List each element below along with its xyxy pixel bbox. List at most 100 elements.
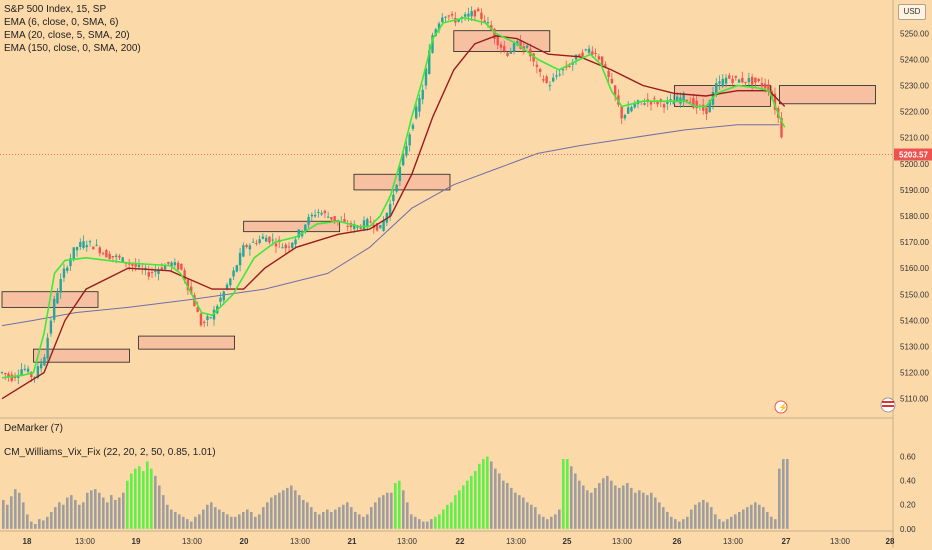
vix-bar <box>182 516 185 529</box>
vix-bar <box>2 499 5 529</box>
candle-body <box>626 107 630 114</box>
candle-body <box>245 245 248 248</box>
vix-bar <box>422 521 425 529</box>
candle-body <box>682 92 685 101</box>
candle-body <box>656 101 659 105</box>
candle-body <box>633 104 636 108</box>
vix-bar <box>178 514 181 529</box>
vix-bar <box>238 514 241 529</box>
vix-bar <box>434 516 437 529</box>
vix-bar <box>234 516 237 529</box>
vix-bar <box>606 475 609 529</box>
vix-bar <box>98 492 101 529</box>
vix-bar <box>510 487 513 529</box>
candle-body <box>52 298 56 320</box>
vix-bar <box>190 521 193 529</box>
vix-bar <box>74 499 77 529</box>
candle-body <box>203 321 206 324</box>
candle-body <box>695 100 698 109</box>
vix-bar <box>350 507 353 529</box>
ema150-legend: EMA (150, close, 0, SMA, 200) <box>4 43 141 54</box>
candle-body <box>167 261 170 264</box>
vix-bar <box>602 478 605 529</box>
vix-bar <box>666 511 669 529</box>
candle-body <box>591 51 594 55</box>
vix-bar <box>474 471 477 529</box>
candle-body <box>392 194 395 202</box>
candle-body <box>467 13 470 17</box>
vix-bar <box>586 490 589 529</box>
candle-body <box>424 68 428 86</box>
vix-bar <box>574 473 577 529</box>
candle-body <box>411 124 415 129</box>
vix-bar <box>722 521 725 529</box>
vix-bar <box>538 514 541 529</box>
vix-bar <box>626 483 629 529</box>
candle-body <box>105 249 108 258</box>
candle-body <box>653 98 656 100</box>
candle-body <box>506 52 509 56</box>
demarker-legend: DeMarker (7) <box>4 423 63 434</box>
candle-body <box>780 117 783 138</box>
vix-bar <box>718 519 721 529</box>
vix-bar <box>158 485 161 529</box>
candle-body <box>75 247 79 251</box>
vix-bar <box>134 468 137 529</box>
last-price-label: 5203.57 <box>899 151 928 160</box>
candle-body <box>607 70 610 77</box>
ema6-legend: EMA (6, close, 0, SMA, 6) <box>4 17 119 28</box>
vix-bar <box>522 497 525 529</box>
candle-body <box>551 77 555 82</box>
currency-button[interactable]: USD <box>898 4 926 20</box>
candle-body <box>43 357 46 366</box>
candle-body <box>613 85 617 96</box>
price-tick-label: 5170.00 <box>900 238 929 247</box>
vix-bar <box>50 511 53 529</box>
candle-body <box>313 214 317 217</box>
vix-bar <box>34 523 37 529</box>
candle-body <box>304 224 307 232</box>
candle-body <box>72 247 75 260</box>
vix-bar <box>102 497 105 529</box>
vix-tick-label: 0.40 <box>900 477 916 486</box>
candle-body <box>222 291 225 301</box>
vix-bar <box>682 519 685 529</box>
vix-bar <box>30 521 33 529</box>
vix-bar <box>774 519 777 529</box>
vix-bar <box>470 475 473 529</box>
vix-bar <box>26 514 29 529</box>
candle-body <box>134 263 137 267</box>
candle-body <box>248 245 252 250</box>
vix-bar <box>698 502 701 529</box>
ema150-line <box>1 124 780 327</box>
vix-bar <box>274 495 277 529</box>
candle-body <box>46 337 49 359</box>
vix-bar <box>726 519 729 529</box>
candle-body <box>323 210 327 214</box>
vix-tick-label: 0.00 <box>900 525 916 534</box>
candle-body <box>763 83 767 89</box>
candle-body <box>450 13 454 16</box>
vix-bar <box>554 514 557 529</box>
candle-body <box>558 74 561 76</box>
candle-body <box>111 255 115 258</box>
time-tick-label: 25 <box>563 537 572 546</box>
vix-bar <box>786 459 789 529</box>
candle-body <box>643 103 646 105</box>
candle-body <box>757 78 760 82</box>
vix-bar <box>86 492 89 529</box>
vix-bar <box>766 511 769 529</box>
vix-bar <box>438 514 441 529</box>
candle-body <box>688 101 692 103</box>
supply-demand-zone <box>138 335 235 350</box>
vix-bar <box>494 468 497 529</box>
vix-bar <box>430 519 433 529</box>
candle-body <box>731 78 734 83</box>
supply-demand-zone <box>353 173 451 191</box>
vix-bar <box>770 516 773 529</box>
vix-bar <box>374 502 377 529</box>
vix-bar <box>70 495 73 529</box>
time-tick-label: 13:00 <box>75 537 96 546</box>
vix-bar <box>166 504 169 529</box>
vix-bar <box>198 514 201 529</box>
